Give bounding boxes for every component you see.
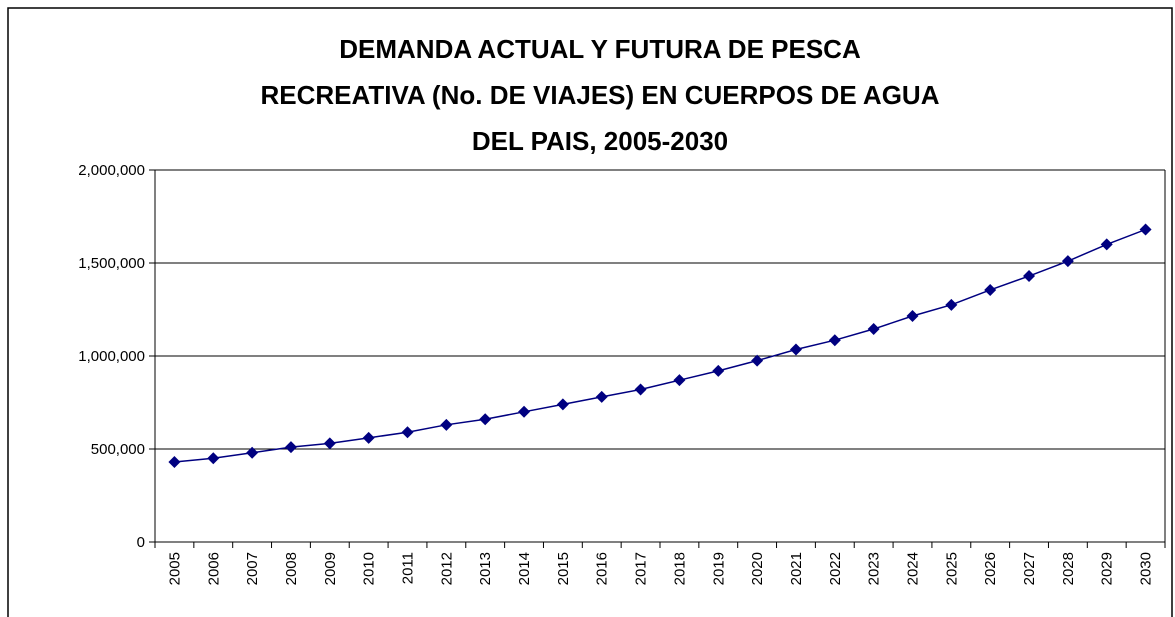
data-point — [246, 446, 259, 459]
x-tick-label: 2020 — [749, 552, 766, 585]
y-tick-label: 1,500,000 — [78, 255, 145, 272]
x-tick-label: 2011 — [400, 552, 417, 584]
data-point — [984, 283, 997, 296]
data-point — [595, 390, 608, 403]
x-tick-label: 2028 — [1060, 552, 1077, 585]
data-point — [1061, 255, 1074, 268]
x-tick-label: 2008 — [283, 552, 300, 585]
data-point — [906, 310, 919, 323]
data-point — [789, 343, 802, 356]
x-tick-label: 2024 — [905, 552, 922, 585]
data-point — [440, 418, 453, 431]
x-tick-label: 2018 — [671, 552, 688, 585]
data-point — [945, 298, 958, 311]
x-tick-label: 2027 — [1021, 552, 1038, 585]
x-tick-label: 2013 — [477, 552, 494, 585]
x-tick-label: 2030 — [1138, 552, 1155, 585]
y-tick-label: 2,000,000 — [78, 162, 145, 179]
data-point — [673, 374, 686, 387]
x-tick-label: 2017 — [633, 552, 650, 585]
data-point — [1023, 270, 1036, 283]
x-tick-label: 2019 — [710, 552, 727, 585]
y-tick-label: 500,000 — [91, 441, 145, 458]
data-point — [362, 431, 375, 444]
x-tick-label: 2015 — [555, 552, 572, 585]
data-point — [401, 426, 414, 439]
x-tick-label: 2005 — [166, 552, 183, 585]
x-tick-label: 2014 — [516, 552, 533, 585]
x-tick-label: 2026 — [982, 552, 999, 585]
x-tick-label: 2021 — [788, 552, 805, 585]
chart-border — [7, 7, 1173, 617]
x-tick-label: 2023 — [866, 552, 883, 585]
y-tick-label: 0 — [137, 534, 145, 551]
data-point — [479, 413, 492, 426]
data-point — [828, 334, 841, 347]
data-point — [168, 456, 181, 469]
x-tick-label: 2029 — [1099, 552, 1116, 585]
x-tick-label: 2012 — [438, 552, 455, 585]
x-tick-label: 2022 — [827, 552, 844, 585]
chart-title: DEL PAIS, 2005-2030 — [472, 126, 728, 156]
data-point — [751, 354, 764, 367]
data-point — [556, 398, 569, 411]
data-point — [323, 437, 336, 450]
data-point — [1139, 223, 1152, 236]
y-tick-label: 1,000,000 — [78, 348, 145, 365]
data-point — [867, 323, 880, 336]
chart-title: RECREATIVA (No. DE VIAJES) EN CUERPOS DE… — [261, 80, 940, 110]
data-point — [207, 452, 220, 465]
data-point — [1100, 238, 1113, 251]
x-tick-label: 2009 — [322, 552, 339, 585]
x-tick-label: 2016 — [594, 552, 611, 585]
x-tick-label: 2010 — [361, 552, 378, 585]
data-point — [284, 441, 297, 454]
x-tick-label: 2025 — [943, 552, 960, 585]
series-line — [174, 228, 1146, 463]
data-point — [712, 364, 725, 377]
data-point — [518, 405, 531, 418]
x-tick-label: 2007 — [244, 552, 261, 585]
chart-title: DEMANDA ACTUAL Y FUTURA DE PESCA — [339, 34, 861, 64]
x-tick-label: 2006 — [205, 552, 222, 585]
data-point — [634, 383, 647, 396]
